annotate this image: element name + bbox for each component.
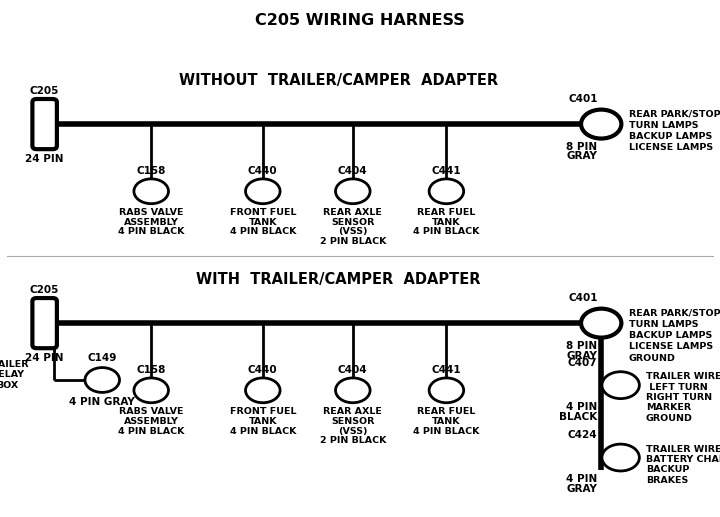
- Text: GRAY: GRAY: [567, 351, 598, 360]
- Text: TRAILER WIRES: TRAILER WIRES: [646, 372, 720, 382]
- Text: RABS VALVE: RABS VALVE: [119, 208, 184, 217]
- Text: FRONT FUEL: FRONT FUEL: [230, 208, 296, 217]
- Text: 24 PIN: 24 PIN: [25, 154, 64, 164]
- Text: 4 PIN: 4 PIN: [567, 474, 598, 484]
- Text: ASSEMBLY: ASSEMBLY: [124, 417, 179, 425]
- Text: 4 PIN GRAY: 4 PIN GRAY: [69, 397, 135, 406]
- Text: 4 PIN BLACK: 4 PIN BLACK: [118, 227, 184, 236]
- Text: GRAY: GRAY: [567, 151, 598, 161]
- Text: RABS VALVE: RABS VALVE: [119, 407, 184, 416]
- Circle shape: [581, 110, 621, 139]
- Text: REAR FUEL: REAR FUEL: [417, 208, 476, 217]
- Text: TANK: TANK: [432, 417, 461, 425]
- Text: C158: C158: [137, 166, 166, 176]
- Text: TANK: TANK: [248, 417, 277, 425]
- Text: GROUND: GROUND: [629, 354, 675, 363]
- Text: SENSOR: SENSOR: [331, 218, 374, 226]
- Text: 2 PIN BLACK: 2 PIN BLACK: [320, 237, 386, 246]
- Text: 4 PIN: 4 PIN: [567, 402, 598, 412]
- Text: C440: C440: [248, 365, 278, 375]
- Circle shape: [134, 179, 168, 204]
- Text: TRAILER WIRES: TRAILER WIRES: [646, 445, 720, 454]
- Text: 4 PIN BLACK: 4 PIN BLACK: [413, 427, 480, 435]
- Text: 4 PIN BLACK: 4 PIN BLACK: [413, 227, 480, 236]
- Text: C441: C441: [431, 166, 462, 176]
- Circle shape: [336, 179, 370, 204]
- Text: TRAILER
RELAY
BOX: TRAILER RELAY BOX: [0, 360, 30, 390]
- Text: C404: C404: [338, 365, 368, 375]
- Text: WITH  TRAILER/CAMPER  ADAPTER: WITH TRAILER/CAMPER ADAPTER: [196, 271, 481, 287]
- Text: RIGHT TURN: RIGHT TURN: [646, 393, 712, 402]
- Text: 4 PIN BLACK: 4 PIN BLACK: [118, 427, 184, 435]
- Text: WITHOUT  TRAILER/CAMPER  ADAPTER: WITHOUT TRAILER/CAMPER ADAPTER: [179, 72, 498, 88]
- Text: 8 PIN: 8 PIN: [567, 142, 598, 152]
- Circle shape: [85, 368, 120, 392]
- Circle shape: [429, 179, 464, 204]
- Circle shape: [134, 378, 168, 403]
- FancyBboxPatch shape: [32, 298, 57, 348]
- Text: C205: C205: [30, 285, 59, 295]
- Text: C407: C407: [568, 358, 598, 368]
- Text: BATTERY CHARGE: BATTERY CHARGE: [646, 455, 720, 464]
- Text: C205: C205: [30, 86, 59, 96]
- Text: TANK: TANK: [432, 218, 461, 226]
- Text: LEFT TURN: LEFT TURN: [646, 383, 708, 392]
- Circle shape: [246, 378, 280, 403]
- Text: C404: C404: [338, 166, 368, 176]
- Text: BACKUP: BACKUP: [646, 465, 689, 475]
- Text: C441: C441: [431, 365, 462, 375]
- Circle shape: [429, 378, 464, 403]
- Text: C401: C401: [568, 294, 598, 303]
- Circle shape: [336, 378, 370, 403]
- Text: LICENSE LAMPS: LICENSE LAMPS: [629, 342, 713, 352]
- Text: TURN LAMPS: TURN LAMPS: [629, 320, 698, 329]
- Text: LICENSE LAMPS: LICENSE LAMPS: [629, 143, 713, 153]
- Text: C401: C401: [568, 95, 598, 104]
- FancyBboxPatch shape: [32, 99, 57, 149]
- Text: C440: C440: [248, 166, 278, 176]
- Text: ASSEMBLY: ASSEMBLY: [124, 218, 179, 226]
- Text: 24 PIN: 24 PIN: [25, 353, 64, 363]
- Text: C424: C424: [568, 431, 598, 440]
- Text: C158: C158: [137, 365, 166, 375]
- Text: C149: C149: [88, 354, 117, 363]
- Text: REAR PARK/STOP: REAR PARK/STOP: [629, 109, 720, 118]
- Circle shape: [602, 444, 639, 471]
- Text: SENSOR: SENSOR: [331, 417, 374, 425]
- Text: (VSS): (VSS): [338, 427, 367, 435]
- Text: REAR AXLE: REAR AXLE: [323, 407, 382, 416]
- Text: MARKER: MARKER: [646, 403, 691, 413]
- Text: 4 PIN BLACK: 4 PIN BLACK: [230, 427, 296, 435]
- Text: REAR PARK/STOP: REAR PARK/STOP: [629, 308, 720, 317]
- Text: REAR AXLE: REAR AXLE: [323, 208, 382, 217]
- Text: FRONT FUEL: FRONT FUEL: [230, 407, 296, 416]
- Text: REAR FUEL: REAR FUEL: [417, 407, 476, 416]
- Text: 8 PIN: 8 PIN: [567, 341, 598, 351]
- Text: (VSS): (VSS): [338, 227, 367, 236]
- Text: TANK: TANK: [248, 218, 277, 226]
- Text: BACKUP LAMPS: BACKUP LAMPS: [629, 132, 712, 141]
- Text: BRAKES: BRAKES: [646, 476, 688, 485]
- Text: BACKUP LAMPS: BACKUP LAMPS: [629, 331, 712, 340]
- Circle shape: [602, 372, 639, 399]
- Text: C205 WIRING HARNESS: C205 WIRING HARNESS: [255, 13, 465, 28]
- Text: 2 PIN BLACK: 2 PIN BLACK: [320, 436, 386, 445]
- Circle shape: [581, 309, 621, 338]
- Text: TURN LAMPS: TURN LAMPS: [629, 120, 698, 130]
- Circle shape: [246, 179, 280, 204]
- Text: GRAY: GRAY: [567, 484, 598, 494]
- Text: 4 PIN BLACK: 4 PIN BLACK: [230, 227, 296, 236]
- Text: BLACK: BLACK: [559, 412, 598, 422]
- Text: GROUND: GROUND: [646, 414, 693, 423]
